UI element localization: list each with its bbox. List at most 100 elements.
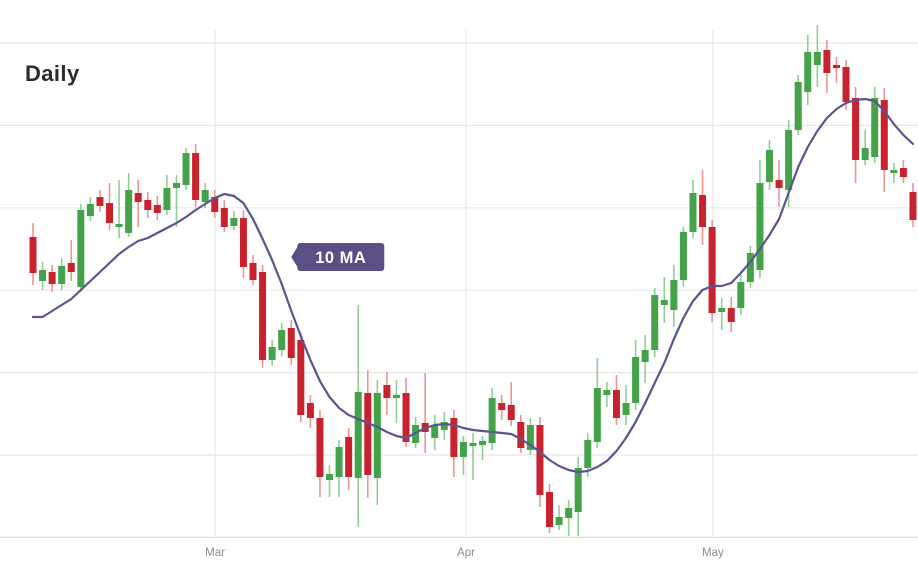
candle [526,418,534,455]
candle [182,148,190,190]
candle [517,415,525,453]
candle [268,340,276,366]
candle [909,183,917,227]
candle [297,333,305,422]
candle [612,375,620,425]
candle [383,372,391,415]
candle [326,465,334,497]
candle [239,210,247,278]
candle [699,170,707,245]
candle [479,436,487,460]
x-axis-ticks: Mar Apr May [205,547,724,559]
candle [670,265,678,327]
x-axis-tick-label: May [702,547,724,559]
candle [660,277,668,323]
candle [249,255,257,285]
x-axis-tick-label: Mar [205,547,225,559]
candle [354,305,362,527]
candle [153,196,161,220]
candle [459,436,467,475]
candle [48,265,56,292]
candle [708,220,716,322]
candle [565,500,573,536]
candle [192,144,200,207]
candle [287,320,295,365]
candle [58,258,66,290]
ma-badge: 10 MA [291,243,385,271]
candle [718,298,726,330]
candle [622,385,630,425]
timeframe-label: Daily [25,61,80,86]
candle [125,173,133,237]
candle [813,25,821,87]
candle [392,380,400,423]
candle [679,227,687,287]
candle [603,382,611,407]
candle [316,410,324,497]
candle [536,417,544,507]
candle [29,223,37,285]
candle [737,275,745,315]
candle [39,262,47,290]
ma-badge-label: 10 MA [315,249,366,267]
candle [278,323,286,356]
candle [335,440,343,497]
candle [450,410,458,477]
candle [546,484,554,533]
candle [746,246,754,288]
candle [555,505,563,530]
candle [794,75,802,135]
candle [259,265,267,368]
candle [574,457,582,536]
candle [211,190,219,218]
candle [871,87,879,163]
candle [641,335,649,383]
candle [756,160,764,278]
candle [172,175,180,227]
candle [823,40,831,93]
candle [899,160,907,183]
candle [86,197,94,221]
candle [498,395,506,420]
candle [727,297,735,332]
candle [67,240,75,281]
candle [861,130,869,165]
candle [890,163,898,183]
candle [852,87,860,183]
candle [842,60,850,110]
candle [306,395,314,428]
candle [345,428,353,490]
candle [507,382,515,426]
candle [832,57,840,83]
candle [593,358,601,448]
candle [115,180,123,238]
candle [880,88,888,192]
candle [77,204,85,292]
candle [440,412,448,440]
candle [431,415,439,450]
candle [651,288,659,357]
candle [402,378,410,447]
candle [364,370,372,498]
candle [373,380,381,505]
candle [144,192,152,218]
candle [766,140,774,190]
candle [488,388,496,450]
x-axis-tick-label: Apr [457,547,475,559]
candle [106,183,114,230]
gridlines [0,30,918,539]
candle [632,340,640,410]
candle [134,180,142,227]
candle [421,373,429,453]
candle [96,190,104,212]
candle [220,200,228,232]
candles-series [29,25,917,536]
ma-line [31,97,915,474]
candle [163,175,171,215]
candle [775,160,783,207]
candle [689,180,697,238]
candle [584,433,592,477]
candle [804,35,812,105]
